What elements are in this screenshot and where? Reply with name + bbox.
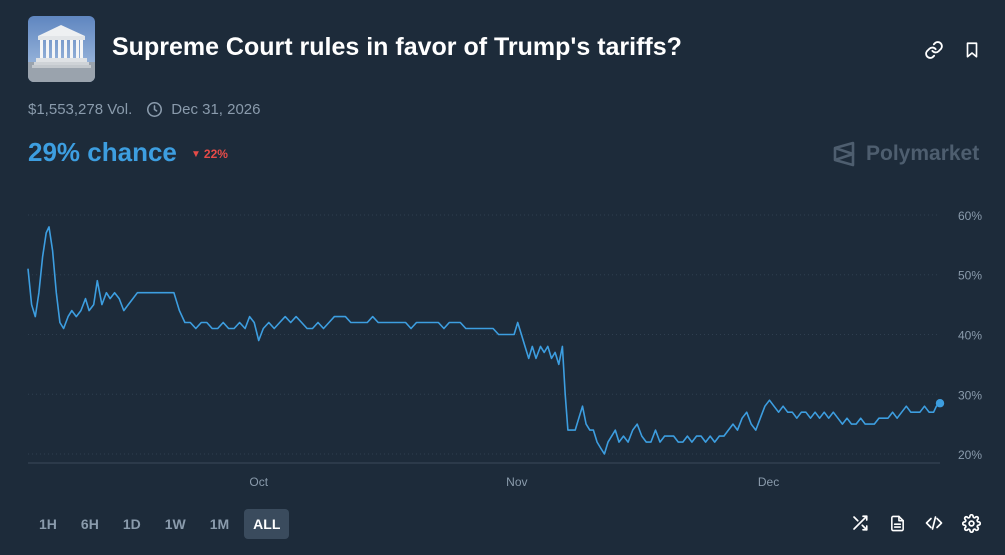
chance-value: 29% chance: [28, 137, 177, 167]
y-tick-label: 50%: [958, 269, 982, 283]
volume-text: $1,553,278 Vol.: [28, 101, 133, 118]
y-tick-label: 20%: [958, 448, 982, 462]
supreme-court-image: [28, 16, 95, 82]
brand-name: Polymarket: [866, 142, 980, 165]
time-range-6h[interactable]: 6H: [80, 516, 99, 532]
code-icon[interactable]: [922, 511, 946, 535]
y-tick-label: 40%: [958, 328, 982, 342]
gear-icon[interactable]: [959, 511, 983, 535]
time-range-selector: 1H 6H 1D 1W 1M ALL: [30, 509, 295, 539]
x-tick-label: Dec: [758, 475, 779, 489]
time-range-1m[interactable]: 1M: [209, 516, 230, 532]
series-line-yes: [27, 226, 941, 455]
end-date-text: Dec 31, 2026: [171, 101, 261, 118]
time-range-1w[interactable]: 1W: [164, 516, 186, 532]
chart-tools: [835, 511, 983, 535]
market-meta: $1,553,278 Vol. Dec 31, 2026: [28, 101, 261, 118]
shuffle-icon[interactable]: [848, 511, 872, 535]
document-icon[interactable]: [885, 511, 909, 535]
y-tick-label: 30%: [958, 388, 982, 402]
x-tick-label: Nov: [506, 475, 527, 489]
clock-icon: [147, 101, 163, 118]
market-thumbnail: [28, 16, 95, 82]
market-title: Supreme Court rules in favor of Trump's …: [112, 33, 682, 61]
polymarket-logo: Polymarket: [832, 141, 979, 167]
chance-change-text: 22%: [203, 147, 228, 161]
last-point-marker: [935, 399, 945, 408]
time-range-1d[interactable]: 1D: [122, 516, 141, 532]
chance-change: ▼ 22%: [191, 147, 228, 161]
time-range-all[interactable]: ALL: [244, 509, 290, 539]
bookmark-icon[interactable]: [960, 38, 984, 62]
down-triangle-icon: ▼: [191, 148, 201, 160]
polymarket-icon: [833, 141, 855, 167]
x-tick-label: Oct: [249, 475, 268, 489]
time-range-1h[interactable]: 1H: [39, 516, 57, 532]
end-date: Dec 31, 2026: [146, 101, 261, 118]
y-tick-label: 60%: [958, 209, 982, 223]
price-chart: 60% 50% 40% 30% 20% Oct Nov Dec: [27, 209, 982, 489]
link-icon[interactable]: [922, 38, 946, 62]
